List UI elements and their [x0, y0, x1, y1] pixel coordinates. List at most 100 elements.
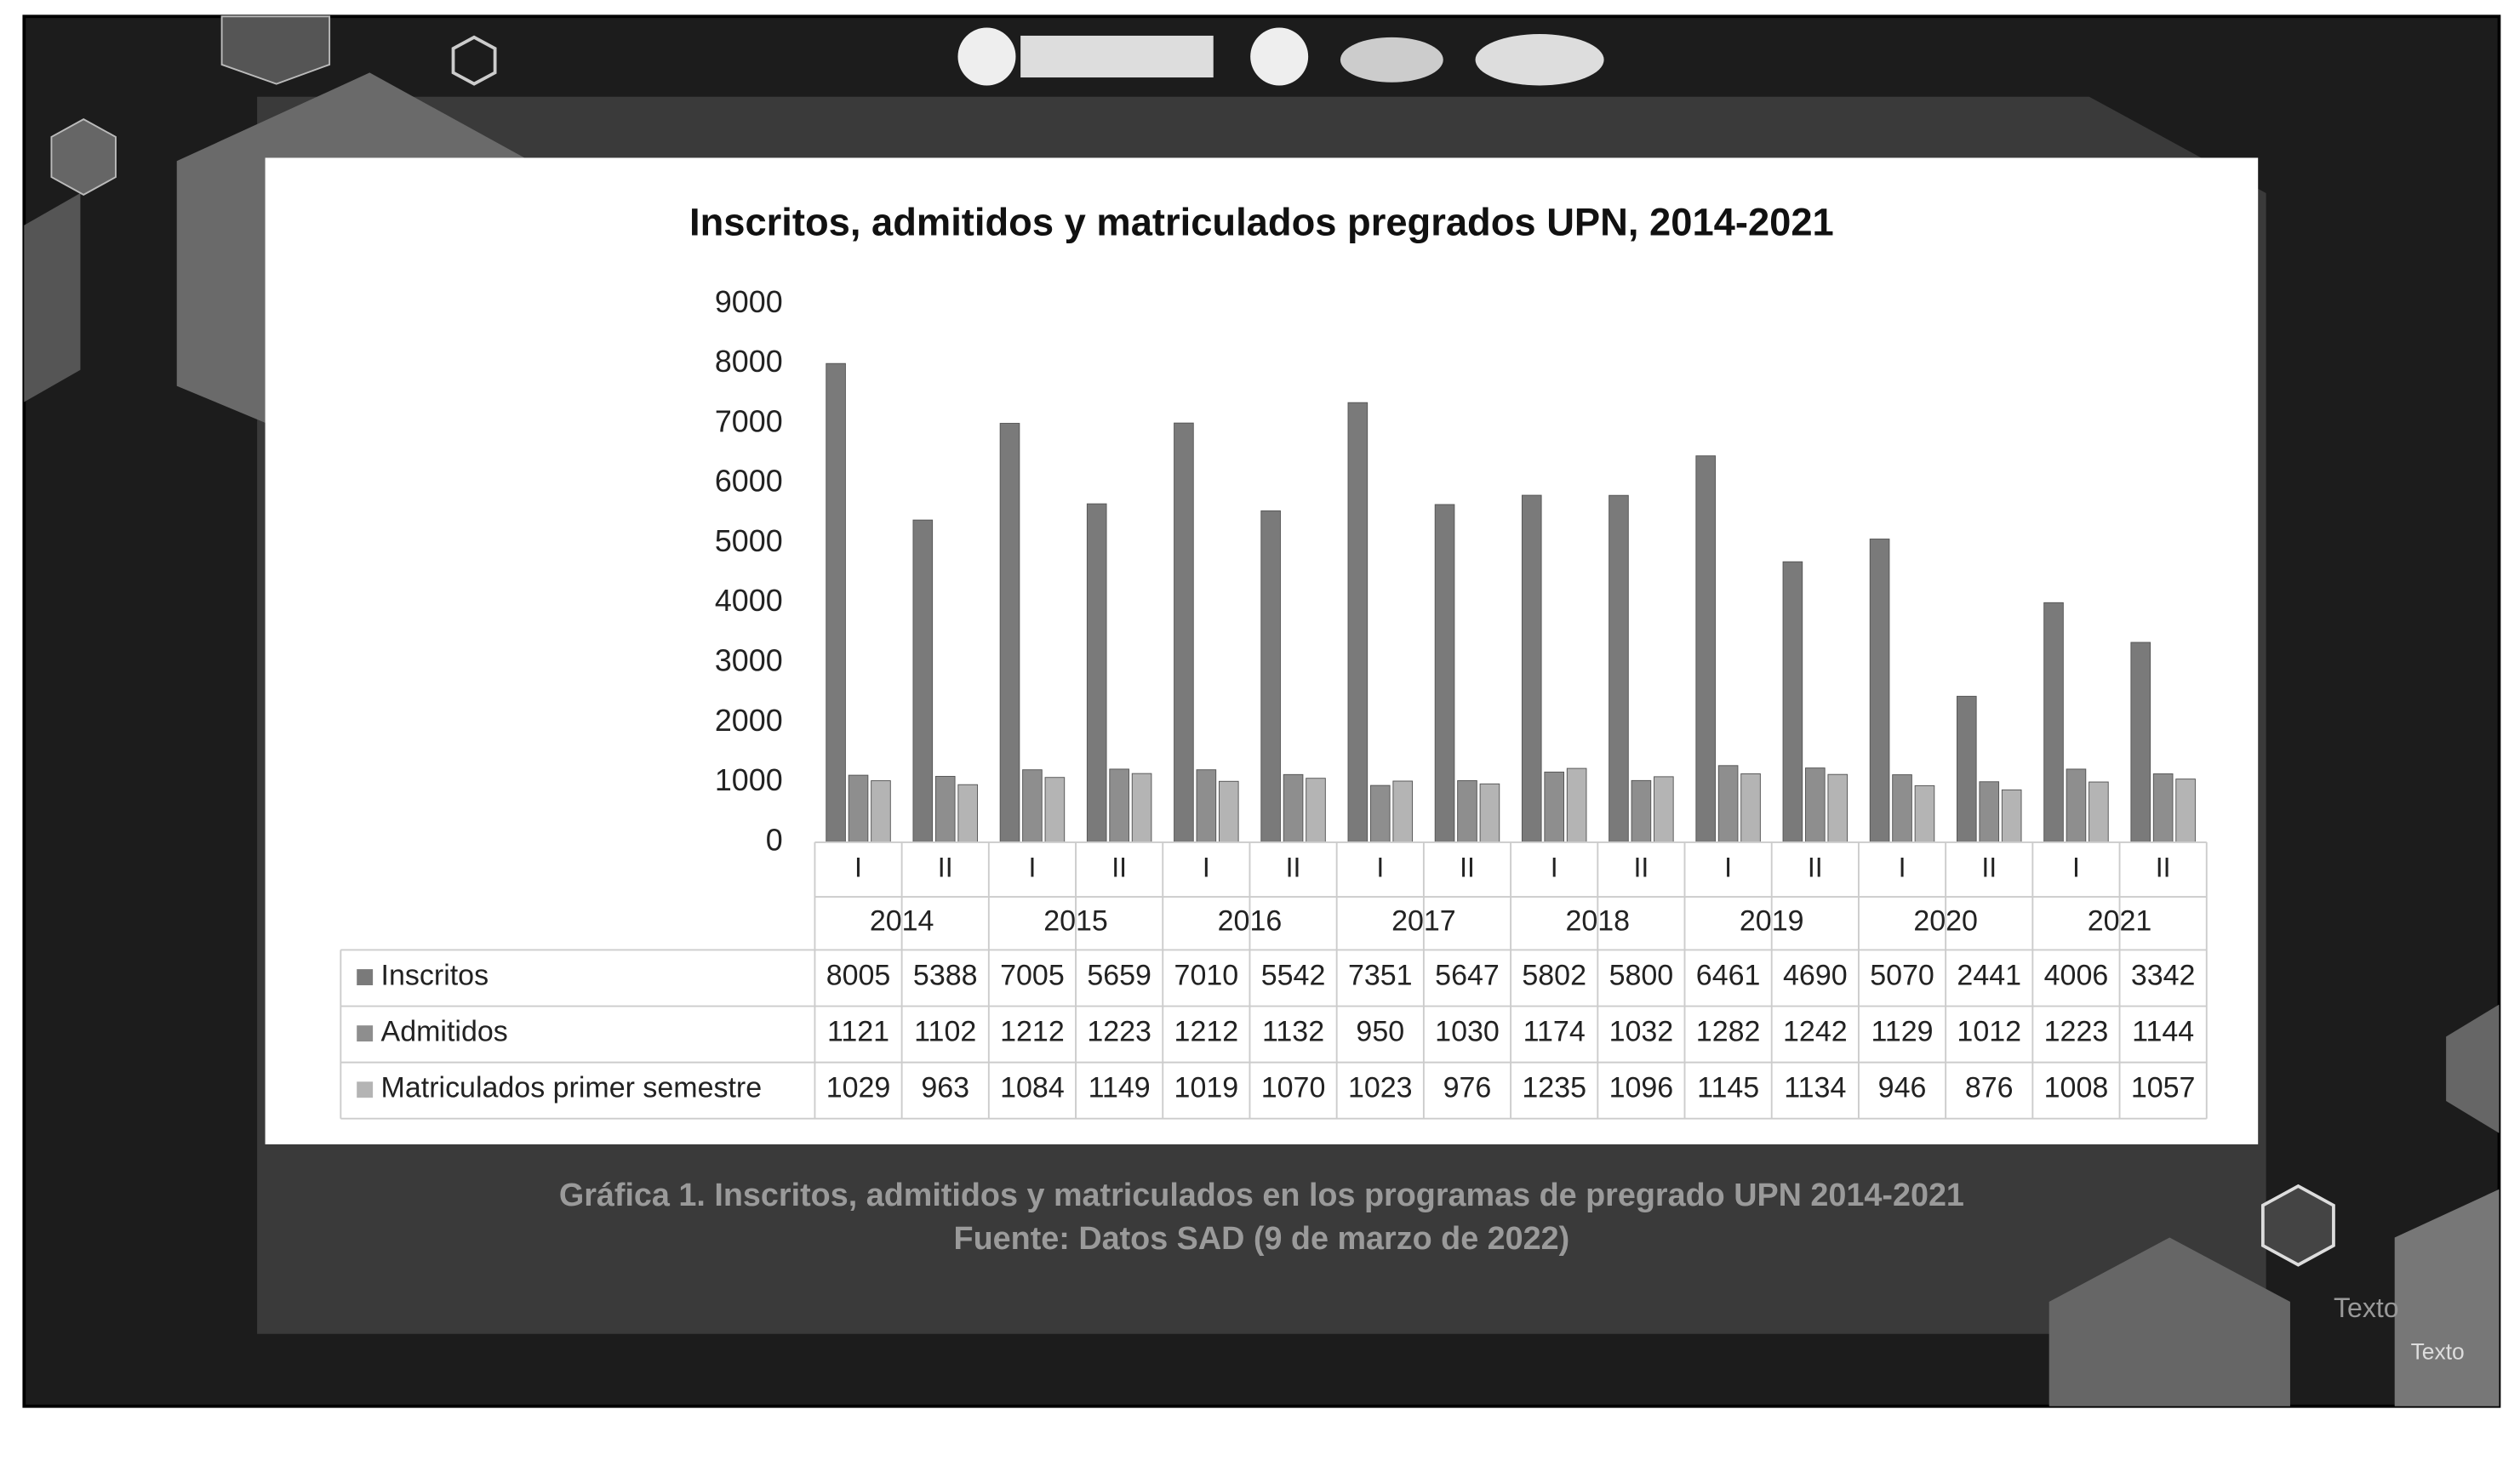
group-label: 2018 — [1565, 904, 1630, 937]
table-cell: 1144 — [2132, 1016, 2194, 1048]
table-cell: 1235 — [1522, 1072, 1586, 1104]
caption: Fuente: Datos SAD (9 de marzo de 2022) — [954, 1221, 1570, 1257]
hexagon — [2049, 1237, 2290, 1406]
logo — [957, 27, 1016, 86]
decor-text: Texto — [2411, 1338, 2465, 1364]
bar — [1022, 769, 1043, 843]
table-cell: 963 — [921, 1072, 969, 1104]
bar — [2089, 781, 2109, 843]
bar — [1914, 784, 1935, 843]
y-tick-label: 3000 — [715, 644, 783, 678]
bar — [826, 362, 846, 843]
bar — [1544, 771, 1564, 843]
table-cell: 946 — [1878, 1072, 1927, 1104]
table-cell: 1019 — [1174, 1072, 1239, 1104]
table-cell: 1145 — [1697, 1072, 1759, 1104]
legend-label: Admitidos — [381, 1016, 508, 1048]
bar — [1654, 776, 1674, 843]
bar — [2152, 773, 2174, 843]
table-cell: 1134 — [1784, 1072, 1846, 1104]
y-tick-label: 4000 — [715, 584, 783, 618]
table-cell: 5659 — [1087, 960, 1151, 992]
x-tick-label: I — [2072, 852, 2080, 882]
x-tick-label: I — [1203, 852, 1210, 882]
hexagon — [50, 118, 117, 196]
table-cell: 1121 — [827, 1016, 889, 1048]
y-tick-label: 5000 — [715, 524, 783, 558]
bar — [1457, 780, 1477, 843]
x-tick-label: II — [1808, 852, 1823, 882]
table-cell: 1057 — [2131, 1072, 2196, 1104]
table-cell: 1070 — [1261, 1072, 1326, 1104]
decor-text: Texto — [2334, 1292, 2399, 1323]
hexagon — [2260, 1184, 2335, 1267]
bar — [1740, 773, 1761, 843]
table-cell: 1174 — [1523, 1016, 1586, 1048]
y-tick-label: 2000 — [715, 704, 783, 738]
table-cell: 3342 — [2131, 960, 2196, 992]
legend-swatch — [357, 969, 374, 985]
bar — [1805, 767, 1826, 843]
table-cell: 4690 — [1783, 960, 1848, 992]
table-cell: 1096 — [1609, 1072, 1674, 1104]
table-cell: 1084 — [1000, 1072, 1065, 1104]
bar — [957, 784, 978, 843]
table-cell: 1132 — [1262, 1016, 1324, 1048]
table-cell: 976 — [1443, 1072, 1492, 1104]
hexagon — [220, 15, 331, 85]
table-cell: 1212 — [1174, 1016, 1239, 1048]
bar — [1086, 503, 1107, 843]
hexagon — [451, 35, 497, 86]
x-tick-label: II — [938, 852, 953, 882]
bar — [2175, 779, 2196, 843]
hexagon — [2394, 1189, 2500, 1406]
y-tick-label: 9000 — [715, 285, 783, 319]
bar — [1434, 504, 1455, 843]
group-label: 2014 — [870, 904, 934, 937]
bar — [1827, 773, 1849, 843]
bar — [1218, 780, 1239, 843]
group-label: 2020 — [1913, 904, 1978, 937]
hexagon — [2446, 1004, 2500, 1133]
table-cell: 5800 — [1609, 960, 1674, 992]
bar — [1566, 767, 1587, 843]
bar — [1347, 402, 1369, 843]
table-cell: 5070 — [1870, 960, 1934, 992]
legend-label: Inscritos — [381, 960, 489, 992]
logo — [1250, 27, 1309, 86]
bar — [1782, 561, 1803, 843]
logos — [957, 27, 1604, 86]
bar — [1717, 765, 1739, 843]
bar — [912, 519, 934, 843]
y-tick-label: 0 — [766, 823, 783, 857]
y-tick-label: 7000 — [715, 404, 783, 438]
x-tick-label: II — [1981, 852, 1997, 882]
y-tick-label: 6000 — [715, 465, 783, 499]
table-cell: 5647 — [1435, 960, 1500, 992]
bar — [1392, 780, 1414, 843]
bar — [1521, 494, 1542, 843]
bar — [1131, 773, 1152, 843]
bar — [1479, 783, 1500, 843]
table-cell: 1030 — [1435, 1016, 1500, 1048]
table-cell: 1029 — [826, 1072, 891, 1104]
legend-label: Matriculados primer semestre — [381, 1072, 763, 1104]
bar — [1044, 777, 1066, 843]
x-tick-label: I — [854, 852, 862, 882]
table-cell: 7010 — [1174, 960, 1239, 992]
table-cell: 1008 — [2044, 1072, 2109, 1104]
bar — [871, 780, 891, 843]
legend-swatch — [357, 1025, 374, 1042]
table-cell: 6461 — [1696, 960, 1761, 992]
y-tick-label: 8000 — [715, 345, 783, 379]
x-tick-label: I — [1724, 852, 1732, 882]
caption: Gráfica 1. Inscritos, admitidos y matric… — [559, 1178, 1964, 1213]
hexagon — [24, 193, 81, 402]
table-cell: 1223 — [2044, 1016, 2109, 1048]
x-tick-label: I — [1376, 852, 1384, 882]
logo — [1340, 37, 1443, 83]
bar — [999, 423, 1020, 843]
x-tick-label: I — [1028, 852, 1036, 882]
